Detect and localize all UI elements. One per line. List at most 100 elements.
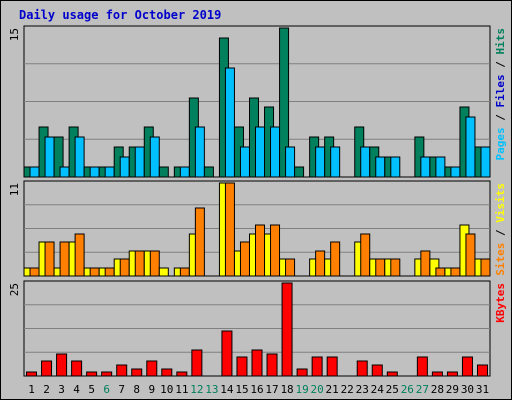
- bar-sites-day-1: [29, 267, 40, 277]
- bar-hits-day-13: [203, 166, 214, 178]
- legend-separator: /: [494, 223, 507, 243]
- bar-kbytes-day-29: [446, 371, 458, 377]
- bar-kbytes-day-17: [266, 353, 278, 377]
- bar-kbytes-day-31: [476, 364, 488, 377]
- bar-kbytes-day-19: [296, 368, 308, 377]
- x-tick-label: 27: [416, 383, 429, 396]
- bar-files-day-18: [285, 146, 296, 178]
- bar-sites-day-30: [465, 233, 476, 277]
- bar-sites-day-12: [194, 207, 205, 277]
- bar-sites-day-25: [390, 258, 401, 277]
- bar-kbytes-day-8: [131, 368, 143, 377]
- bar-sites-day-29: [450, 267, 461, 277]
- bar-kbytes-day-5: [86, 371, 98, 377]
- legend-kbytes: KBytes: [494, 283, 507, 323]
- y-max-label: 11: [8, 183, 21, 196]
- bar-files-day-24: [375, 156, 386, 178]
- x-axis: 1 2 3 4 5 6 7 8 9 10 11 12 13 14 15 16 17 18 19 20 21 22 23 24 2…: [28, 383, 489, 396]
- x-tick-label: 25: [386, 383, 399, 396]
- legend-pages-files-hits: Pages / Files / Hits: [494, 28, 507, 161]
- bar-hits-day-10: [158, 166, 169, 178]
- bar-files-day-27: [420, 156, 431, 178]
- bar-kbytes-day-30: [461, 356, 473, 377]
- bar-kbytes-day-1: [26, 371, 38, 377]
- bar-sites-day-11: [179, 267, 190, 277]
- x-tick-label: 9: [148, 383, 155, 396]
- x-tick-label: 19: [295, 383, 308, 396]
- x-tick-label: 21: [326, 383, 339, 396]
- bar-kbytes-day-4: [71, 360, 83, 377]
- legend-separator: /: [494, 108, 507, 128]
- bar-kbytes-day-9: [146, 360, 158, 377]
- legend-sites: Sites: [494, 243, 507, 276]
- bar-files-day-11: [179, 166, 190, 178]
- bar-kbytes-day-7: [116, 364, 128, 377]
- bar-kbytes-day-20: [311, 356, 323, 377]
- bar-kbytes-day-21: [326, 356, 338, 377]
- legend-visits: Visits: [494, 183, 507, 223]
- x-tick-label: 15: [235, 383, 248, 396]
- bar-sites-day-6: [104, 267, 115, 277]
- chart-title: Daily usage for October 2019: [19, 8, 222, 22]
- panel-kbytes: 25 KBytes: [8, 280, 507, 377]
- bar-files-day-8: [134, 146, 145, 178]
- x-tick-label: 14: [220, 383, 234, 396]
- x-tick-label: 13: [205, 383, 218, 396]
- bar-files-day-31: [480, 146, 491, 178]
- bar-files-day-30: [465, 116, 476, 178]
- bar-files-day-29: [450, 166, 461, 178]
- bar-kbytes-day-11: [176, 371, 188, 377]
- x-tick-label: 18: [280, 383, 293, 396]
- x-tick-label: 3: [58, 383, 65, 396]
- legend-pages: Pages: [494, 127, 507, 160]
- bar-sites-day-23: [360, 233, 371, 277]
- bar-files-day-15: [239, 146, 250, 178]
- bar-files-day-4: [74, 136, 85, 178]
- bar-files-day-25: [390, 156, 401, 178]
- x-tick-label: 20: [311, 383, 324, 396]
- legend-kbytes: KBytes: [494, 283, 507, 323]
- bar-sites-day-18: [285, 258, 296, 277]
- bar-files-day-20: [315, 146, 326, 178]
- bar-files-day-12: [194, 126, 205, 178]
- bar-sites-day-31: [480, 258, 491, 277]
- x-tick-label: 26: [401, 383, 414, 396]
- bar-sites-day-21: [330, 241, 341, 277]
- x-tick-label: 8: [133, 383, 140, 396]
- panel-pages-files-hits: 15 Pages / Files / Hits: [8, 25, 507, 178]
- bar-kbytes-day-24: [371, 364, 383, 377]
- x-tick-label: 22: [341, 383, 354, 396]
- bar-files-day-16: [255, 126, 265, 178]
- bar-sites-day-15: [239, 241, 250, 277]
- bar-files-day-14: [224, 67, 235, 178]
- bar-sites-day-3: [59, 241, 70, 277]
- bar-sites-day-17: [270, 224, 281, 277]
- bar-sites-day-4: [74, 233, 85, 277]
- bar-files-day-28: [435, 156, 446, 178]
- bar-files-day-9: [149, 136, 160, 178]
- bar-files-day-7: [119, 156, 130, 178]
- bar-kbytes-day-12: [191, 349, 203, 377]
- x-tick-label: 5: [88, 383, 95, 396]
- bar-kbytes-day-6: [101, 371, 113, 377]
- bar-kbytes-day-3: [56, 353, 68, 377]
- x-tick-label: 24: [371, 383, 385, 396]
- x-tick-label: 12: [190, 383, 203, 396]
- bar-hits-day-19: [294, 166, 305, 178]
- bar-hits-day-18: [279, 27, 290, 178]
- legend-sites-visits: Sites / Visits: [494, 183, 507, 276]
- bar-sites-day-9: [149, 250, 160, 277]
- bar-files-day-23: [360, 146, 371, 178]
- bar-kbytes-day-14: [221, 330, 233, 377]
- x-tick-label: 17: [265, 383, 278, 396]
- bar-kbytes-day-10: [161, 368, 173, 377]
- bar-visits-day-10: [158, 267, 169, 277]
- bar-files-day-21: [330, 146, 341, 178]
- y-max-label: 15: [8, 28, 21, 41]
- panel-sites-visits: 11 Sites / Visits: [8, 180, 507, 277]
- x-tick-label: 16: [250, 383, 263, 396]
- bar-sites-day-7: [119, 258, 130, 277]
- x-tick-label: 1: [28, 383, 35, 396]
- x-tick-label: 23: [356, 383, 369, 396]
